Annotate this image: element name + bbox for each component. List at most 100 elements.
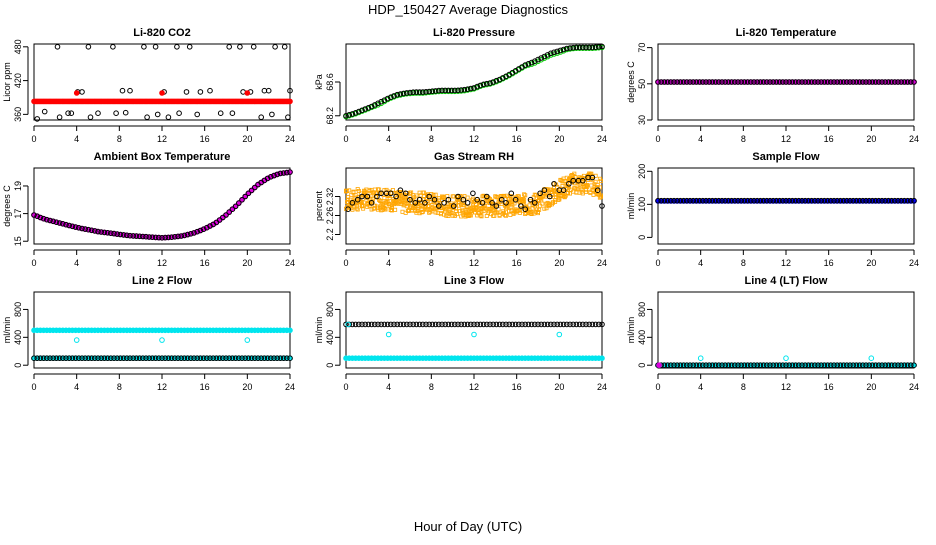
- data-point: [661, 197, 668, 204]
- data-point: [410, 321, 417, 328]
- data-point: [364, 193, 371, 200]
- data-point: [413, 89, 420, 95]
- data-point: [372, 102, 378, 108]
- data-point: [95, 228, 101, 235]
- panel-li-820-pressure: Li-820 Pressure kPa 0 4 8 12 16 20 24 68.2 68.6: [314, 27, 607, 144]
- data-point: [236, 355, 242, 362]
- data-point: [149, 355, 156, 362]
- data-point: [438, 212, 443, 217]
- data-point: [229, 110, 236, 116]
- data-point: [359, 204, 364, 209]
- data-point: [580, 44, 586, 51]
- x-tick-label: 8: [117, 134, 122, 144]
- data-point: [546, 193, 553, 200]
- data-point: [120, 355, 127, 362]
- series-1: [343, 43, 605, 119]
- data-point: [397, 91, 404, 97]
- data-point: [226, 355, 232, 362]
- data-point: [882, 197, 889, 204]
- y-tick-label: 19: [13, 181, 23, 191]
- data-point: [658, 197, 665, 204]
- data-point: [853, 362, 860, 369]
- data-point: [486, 207, 491, 212]
- data-point: [420, 321, 426, 328]
- data-point: [232, 355, 239, 362]
- data-point: [165, 355, 172, 362]
- data-point: [468, 85, 474, 92]
- x-tick-label: 4: [386, 382, 391, 392]
- data-point: [866, 79, 873, 85]
- data-point: [493, 203, 500, 209]
- data-point: [725, 362, 732, 369]
- panel-title: Li-820 Pressure: [433, 27, 515, 39]
- data-point: [780, 362, 786, 369]
- data-point: [560, 321, 567, 328]
- series-2: [345, 321, 563, 338]
- data-point: [347, 188, 352, 193]
- data-point: [554, 50, 561, 56]
- data-point: [527, 196, 534, 203]
- series-1: [343, 321, 605, 328]
- data-point: [573, 186, 578, 191]
- data-point: [567, 45, 573, 51]
- data-point: [474, 205, 479, 210]
- data-point: [690, 362, 697, 369]
- x-tick-label: 12: [157, 382, 167, 392]
- x-tick-label: 8: [429, 258, 434, 268]
- data-point: [388, 94, 394, 100]
- data-point: [786, 197, 793, 204]
- data-point: [796, 197, 802, 204]
- x-tick-label: 24: [597, 134, 607, 144]
- data-point: [242, 193, 248, 200]
- data-point: [599, 43, 605, 50]
- data-point: [834, 79, 841, 85]
- data-point: [538, 56, 545, 63]
- data-point: [432, 88, 439, 94]
- data-point: [391, 321, 397, 328]
- data-point: [840, 197, 847, 204]
- x-tick-label: 0: [31, 382, 36, 392]
- data-point: [375, 100, 381, 107]
- data-point: [368, 103, 375, 110]
- data-point: [287, 327, 293, 334]
- data-point: [345, 206, 351, 212]
- data-point: [141, 44, 147, 50]
- data-point: [570, 321, 577, 328]
- data-point: [544, 53, 551, 60]
- data-point: [911, 362, 917, 369]
- panel-title: Sample Flow: [752, 151, 820, 163]
- data-point: [805, 79, 812, 85]
- data-point: [365, 321, 372, 328]
- data-point: [287, 355, 293, 362]
- data-point: [687, 197, 693, 204]
- data-point: [901, 79, 908, 85]
- data-point: [31, 355, 37, 362]
- data-point: [554, 48, 561, 55]
- panel-li-820-temperature: Li-820 Temperature degrees C 0 4 8 12 16 20 24 30…: [626, 27, 919, 144]
- data-point: [575, 187, 580, 192]
- data-point: [503, 213, 508, 218]
- y-tick-label: 2.2: [325, 228, 335, 241]
- data-point: [477, 321, 484, 328]
- y-tick-label: 400: [637, 330, 647, 345]
- x-tick-label: 24: [597, 258, 607, 268]
- data-point: [200, 355, 207, 362]
- data-point: [54, 44, 61, 50]
- data-point: [866, 362, 873, 369]
- data-point: [423, 321, 429, 328]
- data-point: [458, 321, 465, 328]
- data-point: [176, 110, 182, 116]
- series-1: [655, 79, 917, 85]
- data-point: [551, 321, 557, 328]
- data-point: [687, 79, 693, 85]
- data-point: [544, 321, 551, 328]
- data-point: [735, 197, 741, 204]
- data-point: [268, 355, 274, 362]
- data-point: [454, 212, 459, 217]
- data-point: [548, 52, 554, 58]
- data-point: [409, 190, 414, 195]
- data-point: [802, 362, 809, 369]
- data-point: [541, 53, 548, 60]
- data-point: [95, 355, 101, 362]
- data-point: [284, 169, 290, 176]
